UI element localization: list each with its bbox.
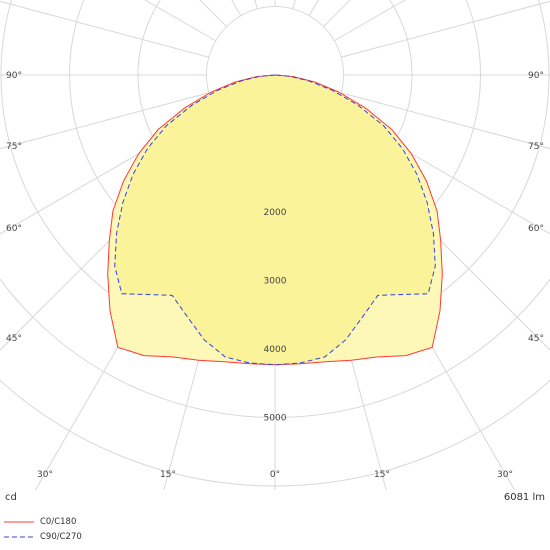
grid-spoke — [323, 0, 351, 27]
angle-label-bottom: 15° — [160, 470, 176, 480]
radial-tick-label: 4000 — [264, 345, 287, 355]
angle-label-right: 75° — [528, 142, 544, 152]
grid-spoke — [0, 92, 209, 150]
grid-spoke — [334, 0, 406, 42]
grid-spoke — [231, 0, 242, 16]
angle-label-bottom: 0° — [270, 470, 280, 480]
legend-swatch-c90-c270 — [4, 536, 34, 538]
luminous-flux-label: 6081 lm — [503, 492, 545, 503]
axis-labels: 2000 3000 4000 5000 90° 75° 60° 45° 90° 75° 60° 45°… — [6, 71, 544, 480]
grid-spoke — [254, 0, 258, 9]
unit-label: cd — [5, 492, 17, 503]
angle-label-right: 90° — [528, 71, 544, 81]
radial-tick-label: 3000 — [264, 277, 287, 287]
legend-item-c90-c270: C90/C270 — [4, 532, 82, 542]
angle-label-right: 45° — [528, 334, 544, 344]
c0-c180-curve — [107, 74, 443, 366]
angle-label-bottom: 30° — [37, 470, 53, 480]
angle-label-left: 75° — [6, 142, 22, 152]
angle-label-bottom: 15° — [374, 470, 390, 480]
grid-spoke — [144, 0, 216, 42]
angle-label-left: 45° — [6, 334, 22, 344]
grid-spoke — [292, 0, 296, 9]
polar-chart: 2000 3000 4000 5000 90° 75° 60° 45° 90° 75° 60° 45°… — [0, 0, 550, 490]
grid-spoke — [199, 0, 227, 27]
grid-spoke — [341, 92, 550, 150]
angle-label-left: 60° — [6, 224, 22, 234]
radial-tick-label: 5000 — [264, 414, 287, 424]
legend-label-c90-c270: C90/C270 — [40, 532, 82, 542]
grid-spoke — [341, 0, 550, 58]
angle-label-bottom: 30° — [497, 470, 513, 480]
angle-label-right: 60° — [528, 224, 544, 234]
angle-label-left: 90° — [6, 71, 22, 81]
grid-spoke — [0, 0, 209, 58]
c90-c270-fill — [114, 75, 436, 365]
legend-item-c0-c180: C0/C180 — [4, 517, 76, 527]
radial-tick-label: 2000 — [264, 208, 287, 218]
legend-swatch-c0-c180 — [4, 521, 34, 523]
grid-spoke — [308, 0, 319, 16]
legend-label-c0-c180: C0/C180 — [40, 517, 77, 527]
